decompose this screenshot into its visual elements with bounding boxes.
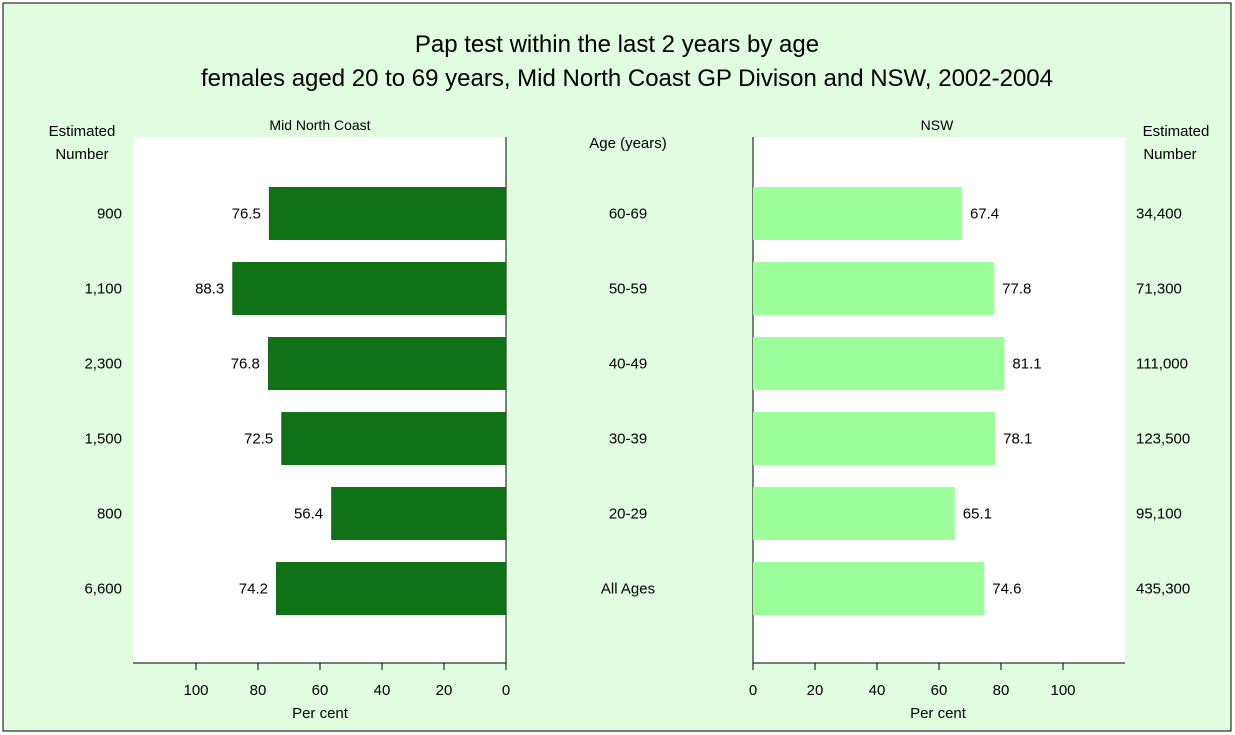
nsw-data-label-3: 78.1 [1003, 431, 1032, 448]
nsw-estimated-number-3: 123,500 [1136, 431, 1190, 448]
mnc-bar-2 [267, 337, 506, 390]
right-tick-label-4: 80 [993, 682, 1010, 699]
nsw-estimated-number-5: 435,300 [1136, 581, 1190, 598]
age-category-label-2: 40-49 [609, 356, 647, 373]
mnc-data-label-4: 56.4 [294, 506, 323, 523]
mnc-estimated-number-2: 2,300 [84, 356, 122, 373]
right-tick-label-3: 60 [931, 682, 948, 699]
chart-subtitle: females aged 20 to 69 years, Mid North C… [201, 65, 1053, 92]
right-tick-label-2: 40 [869, 682, 886, 699]
nsw-bar-1 [753, 262, 995, 315]
left-tick-label-3: 60 [312, 682, 329, 699]
mnc-estimated-number-4: 800 [97, 506, 122, 523]
nsw-bar-3 [753, 412, 996, 465]
age-category-label-4: 20-29 [609, 506, 647, 523]
left-estimated-header-line2: Number [55, 146, 108, 163]
nsw-estimated-number-1: 71,300 [1136, 281, 1182, 298]
age-category-label-1: 50-59 [609, 281, 647, 298]
age-category-label-5: All Ages [601, 581, 655, 598]
mnc-data-label-3: 72.5 [244, 431, 273, 448]
mnc-estimated-number-1: 1,100 [84, 281, 122, 298]
left-tick-label-0: 0 [502, 682, 510, 699]
age-header: Age (years) [589, 135, 667, 152]
nsw-bar-2 [753, 337, 1005, 390]
right-x-axis-label: Per cent [910, 705, 967, 722]
mnc-data-label-5: 74.2 [239, 581, 268, 598]
left-tick-label-5: 100 [183, 682, 208, 699]
nsw-estimated-number-4: 95,100 [1136, 506, 1182, 523]
nsw-data-label-0: 67.4 [970, 206, 999, 223]
chart-title: Pap test within the last 2 years by age [415, 31, 819, 58]
left-estimated-header-line1: Estimated [49, 123, 116, 140]
nsw-bar-5 [753, 562, 985, 615]
mnc-estimated-number-0: 900 [97, 206, 122, 223]
mnc-data-label-1: 88.3 [195, 281, 224, 298]
nsw-bar-0 [753, 187, 962, 240]
mnc-bar-1 [232, 262, 506, 315]
mnc-bar-3 [281, 412, 506, 465]
left-tick-label-4: 80 [250, 682, 267, 699]
nsw-estimated-number-0: 34,400 [1136, 206, 1182, 223]
right-tick-label-1: 20 [807, 682, 824, 699]
left-tick-label-1: 20 [436, 682, 453, 699]
nsw-data-label-4: 65.1 [963, 506, 992, 523]
nsw-estimated-number-2: 111,000 [1136, 356, 1188, 373]
mnc-data-label-0: 76.5 [232, 206, 261, 223]
nsw-data-label-2: 81.1 [1012, 356, 1041, 373]
right-estimated-header-line1: Estimated [1143, 123, 1210, 140]
mnc-bar-0 [268, 187, 506, 240]
mnc-bar-5 [275, 562, 506, 615]
nsw-data-label-5: 74.6 [992, 581, 1021, 598]
right-tick-label-5: 100 [1050, 682, 1075, 699]
age-category-label-0: 60-69 [609, 206, 647, 223]
left-x-axis-label: Per cent [292, 705, 349, 722]
age-category-label-3: 30-39 [609, 431, 647, 448]
mnc-data-label-2: 76.8 [231, 356, 260, 373]
nsw-data-label-1: 77.8 [1002, 281, 1031, 298]
mnc-estimated-number-3: 1,500 [84, 431, 122, 448]
nsw-bar-4 [753, 487, 955, 540]
right-panel-title: NSW [921, 117, 954, 133]
left-panel-title: Mid North Coast [269, 117, 370, 133]
right-tick-label-0: 0 [749, 682, 757, 699]
right-estimated-header-line2: Number [1143, 146, 1196, 163]
mnc-estimated-number-5: 6,600 [84, 581, 122, 598]
mnc-bar-4 [331, 487, 506, 540]
left-tick-label-2: 40 [374, 682, 391, 699]
